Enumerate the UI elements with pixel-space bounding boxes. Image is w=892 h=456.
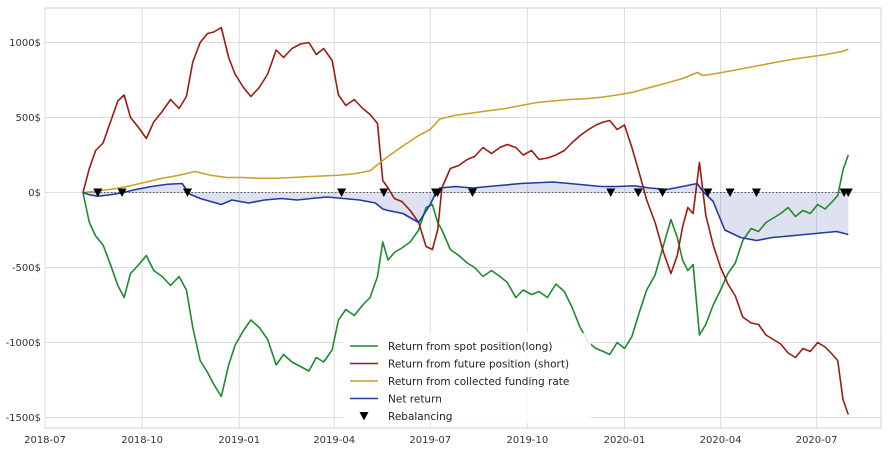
rebalancing-marker (337, 188, 347, 197)
x-tick-label: 2019-07 (409, 435, 451, 446)
rebalancing-marker (633, 188, 643, 197)
rebalancing-marker (703, 188, 713, 197)
rebalancing-marker (117, 188, 127, 197)
rebalancing-marker (725, 188, 735, 197)
y-tick-label: -1000$ (6, 338, 41, 349)
x-tick-label: 2020-04 (700, 435, 742, 446)
series-line-return-from-future-position-short (82, 26, 850, 415)
y-axis-ticks: 1000$ 500$ 0$ -500$ -1000$ -1500$ (6, 38, 41, 424)
y-tick-label: -500$ (12, 263, 41, 274)
y-tick-label: 0$ (28, 188, 41, 199)
x-tick-label: 2019-04 (313, 435, 355, 446)
rebalancing-marker (658, 188, 667, 197)
rebalancing-markers (93, 188, 853, 197)
net-return-fill (83, 182, 849, 241)
rebalancing-marker (433, 188, 443, 197)
x-tick-label: 2020-07 (796, 435, 838, 446)
rebalancing-marker (93, 188, 103, 197)
y-tick-label: 1000$ (9, 38, 41, 49)
net-return-area (83, 182, 849, 241)
rebalancing-marker (183, 188, 192, 197)
legend-label: Return from collected funding rate (388, 376, 569, 388)
legend: Return from spot position(long) Return fr… (343, 333, 591, 423)
series-lines (82, 26, 850, 415)
rebalancing-marker (843, 188, 853, 197)
legend-marker (359, 412, 369, 421)
rebalancing-marker (379, 188, 389, 197)
rebalancing-marker (468, 188, 477, 197)
legend-box (343, 333, 591, 423)
x-tick-label: 2018-07 (24, 435, 66, 446)
x-tick-label: 2019-10 (506, 435, 548, 446)
legend-label: Rebalancing (388, 411, 452, 423)
series-line-net-return (82, 181, 849, 242)
legend-label: Net return (388, 393, 442, 405)
x-tick-label: 2018-10 (121, 435, 163, 446)
y-tick-label: -1500$ (6, 413, 41, 424)
rebalancing-marker (751, 188, 761, 197)
x-axis-ticks: 2018-07 2018-10 2019-01 2019-04 2019-07 2019-… (24, 435, 837, 446)
legend-label: Return from future position (short) (388, 358, 569, 370)
x-tick-label: 2019-01 (218, 435, 260, 446)
series-line-return-from-collected-funding-rate (82, 48, 849, 194)
x-tick-label: 2020-01 (604, 435, 646, 446)
y-tick-label: 500$ (16, 113, 41, 124)
legend-label: Return from spot position(long) (388, 341, 552, 353)
rebalancing-marker (606, 188, 616, 197)
